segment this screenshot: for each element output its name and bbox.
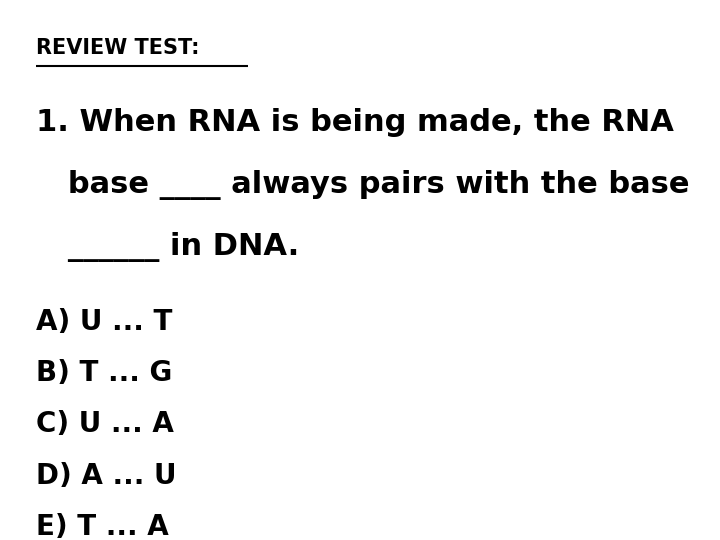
Text: A) U ... T: A) U ... T [36,308,172,336]
Text: ______ in DNA.: ______ in DNA. [36,232,300,262]
Text: REVIEW TEST:: REVIEW TEST: [36,38,199,58]
Text: base ____ always pairs with the base: base ____ always pairs with the base [36,170,690,200]
Text: C) U ... A: C) U ... A [36,410,174,438]
Text: E) T ... A: E) T ... A [36,513,168,540]
Text: D) A ... U: D) A ... U [36,462,176,490]
Text: B) T ... G: B) T ... G [36,359,172,387]
Text: 1. When RNA is being made, the RNA: 1. When RNA is being made, the RNA [36,108,674,137]
